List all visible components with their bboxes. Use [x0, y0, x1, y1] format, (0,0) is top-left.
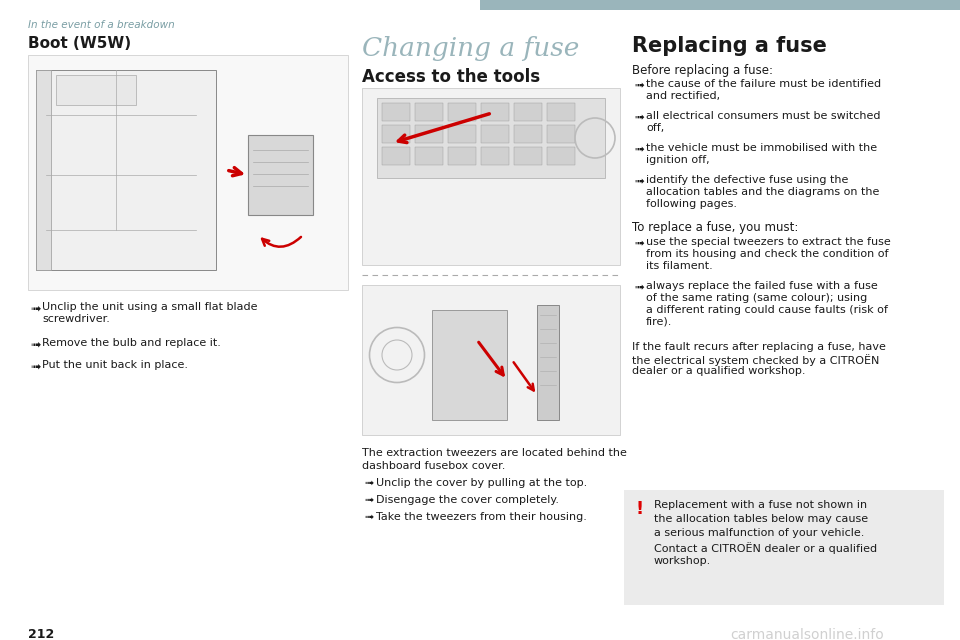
- Bar: [547, 147, 575, 165]
- Text: ➟: ➟: [364, 495, 373, 505]
- Text: Replacement with a fuse not shown in: Replacement with a fuse not shown in: [654, 500, 867, 510]
- Text: Boot (W5W): Boot (W5W): [28, 36, 132, 51]
- Text: Replacing a fuse: Replacing a fuse: [632, 36, 827, 56]
- Bar: [415, 103, 443, 121]
- Text: ignition off,: ignition off,: [646, 155, 709, 165]
- Text: and rectified,: and rectified,: [646, 91, 720, 101]
- Bar: [432, 310, 507, 420]
- Text: following pages.: following pages.: [646, 199, 737, 209]
- Bar: [377, 98, 605, 178]
- Bar: [382, 125, 410, 143]
- Text: Put the unit back in place.: Put the unit back in place.: [42, 360, 188, 370]
- Bar: [382, 103, 410, 121]
- Text: carmanualsonline.info: carmanualsonline.info: [730, 628, 884, 640]
- Text: ➟: ➟: [364, 478, 373, 488]
- Bar: [481, 147, 509, 165]
- Text: use the special tweezers to extract the fuse: use the special tweezers to extract the …: [646, 237, 891, 247]
- Bar: [36, 70, 51, 270]
- Bar: [481, 103, 509, 121]
- Bar: [248, 135, 313, 215]
- Text: ➟: ➟: [634, 175, 644, 188]
- Bar: [448, 147, 476, 165]
- Bar: [547, 103, 575, 121]
- Text: the vehicle must be immobilised with the: the vehicle must be immobilised with the: [646, 143, 877, 153]
- Bar: [537, 305, 559, 420]
- Bar: [382, 147, 410, 165]
- Text: the electrical system checked by a CITROËN: the electrical system checked by a CITRO…: [632, 354, 879, 366]
- Text: Unclip the unit using a small flat blade: Unclip the unit using a small flat blade: [42, 302, 257, 312]
- Bar: [56, 75, 136, 105]
- Text: a serious malfunction of your vehicle.: a serious malfunction of your vehicle.: [654, 528, 864, 538]
- Text: If the fault recurs after replacing a fuse, have: If the fault recurs after replacing a fu…: [632, 342, 886, 352]
- Bar: [415, 125, 443, 143]
- Text: its filament.: its filament.: [646, 261, 712, 271]
- Text: The extraction tweezers are located behind the: The extraction tweezers are located behi…: [362, 448, 627, 458]
- Text: dashboard fusebox cover.: dashboard fusebox cover.: [362, 461, 505, 471]
- Text: ➟: ➟: [634, 143, 644, 156]
- Bar: [547, 125, 575, 143]
- Text: Changing a fuse: Changing a fuse: [362, 36, 580, 61]
- Text: To replace a fuse, you must:: To replace a fuse, you must:: [632, 221, 799, 234]
- Text: fire).: fire).: [646, 317, 672, 327]
- Text: Before replacing a fuse:: Before replacing a fuse:: [632, 64, 773, 77]
- Text: In the event of a breakdown: In the event of a breakdown: [28, 20, 175, 30]
- Text: workshop.: workshop.: [654, 556, 711, 566]
- Text: of the same rating (same colour); using: of the same rating (same colour); using: [646, 293, 867, 303]
- Text: always replace the failed fuse with a fuse: always replace the failed fuse with a fu…: [646, 281, 877, 291]
- Text: a different rating could cause faults (risk of: a different rating could cause faults (r…: [646, 305, 888, 315]
- Text: Contact a CITROËN dealer or a qualified: Contact a CITROËN dealer or a qualified: [654, 542, 877, 554]
- Text: all electrical consumers must be switched: all electrical consumers must be switche…: [646, 111, 880, 121]
- Text: ➟: ➟: [30, 338, 40, 351]
- Bar: [481, 125, 509, 143]
- Text: dealer or a qualified workshop.: dealer or a qualified workshop.: [632, 366, 805, 376]
- Text: !: !: [636, 500, 644, 518]
- Bar: [362, 88, 620, 265]
- Text: Remove the bulb and replace it.: Remove the bulb and replace it.: [42, 338, 221, 348]
- Text: ➟: ➟: [30, 302, 40, 315]
- Bar: [480, 0, 960, 10]
- Text: ➟: ➟: [634, 79, 644, 92]
- Text: Disengage the cover completely.: Disengage the cover completely.: [376, 495, 559, 505]
- Text: from its housing and check the condition of: from its housing and check the condition…: [646, 249, 889, 259]
- Text: ➟: ➟: [364, 512, 373, 522]
- Bar: [514, 147, 542, 165]
- Bar: [362, 285, 620, 435]
- Bar: [448, 125, 476, 143]
- Text: ➟: ➟: [634, 237, 644, 250]
- Bar: [415, 147, 443, 165]
- Bar: [448, 103, 476, 121]
- Bar: [624, 490, 944, 605]
- Text: Unclip the cover by pulling at the top.: Unclip the cover by pulling at the top.: [376, 478, 588, 488]
- Bar: [514, 103, 542, 121]
- Text: ➟: ➟: [634, 111, 644, 124]
- Text: the allocation tables below may cause: the allocation tables below may cause: [654, 514, 868, 524]
- Text: allocation tables and the diagrams on the: allocation tables and the diagrams on th…: [646, 187, 879, 197]
- Text: ➟: ➟: [634, 281, 644, 294]
- Text: off,: off,: [646, 123, 664, 133]
- Text: the cause of the failure must be identified: the cause of the failure must be identif…: [646, 79, 881, 89]
- Bar: [36, 70, 216, 270]
- Text: Access to the tools: Access to the tools: [362, 68, 540, 86]
- Text: 212: 212: [28, 628, 55, 640]
- Text: Take the tweezers from their housing.: Take the tweezers from their housing.: [376, 512, 587, 522]
- Bar: [514, 125, 542, 143]
- Text: identify the defective fuse using the: identify the defective fuse using the: [646, 175, 849, 185]
- Text: ➟: ➟: [30, 360, 40, 373]
- Text: screwdriver.: screwdriver.: [42, 314, 109, 324]
- Bar: [28, 55, 348, 290]
